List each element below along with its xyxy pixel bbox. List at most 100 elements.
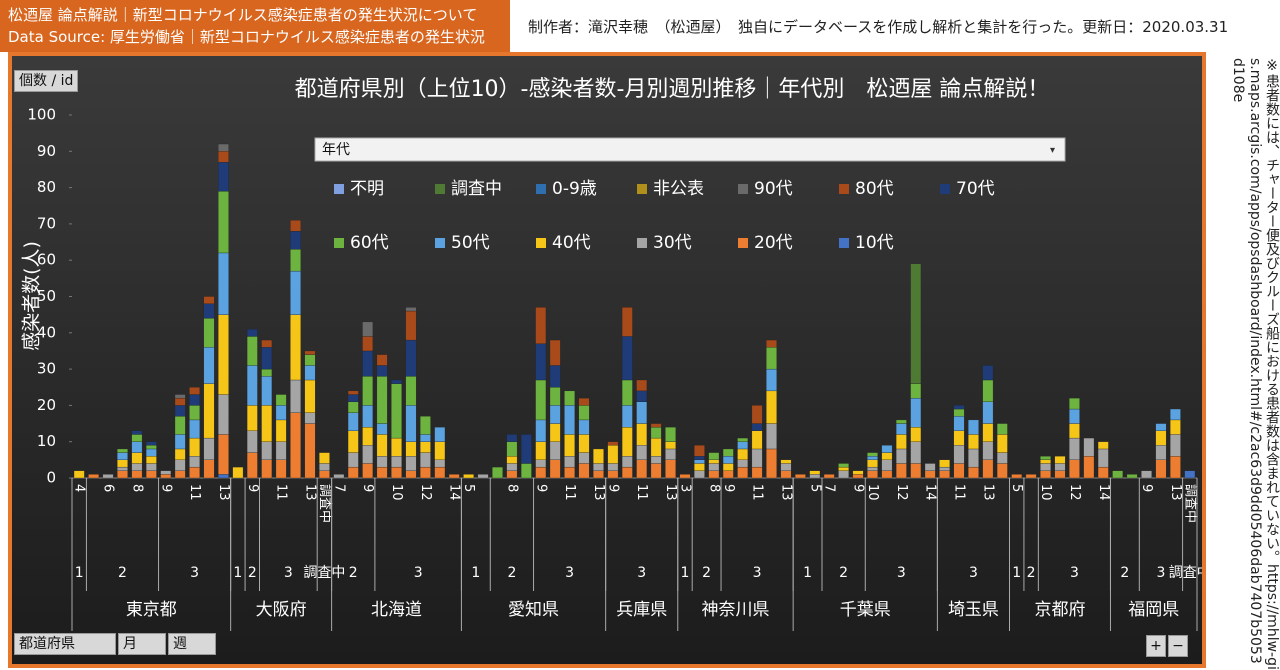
expand-button[interactable]: + — [1146, 635, 1166, 657]
bar-segment — [1083, 437, 1095, 457]
bar-segment — [722, 456, 734, 464]
bar-segment — [145, 445, 157, 450]
legend-label: 90代 — [754, 179, 793, 199]
bar-segment — [838, 470, 849, 479]
value-field-button[interactable]: 個数 / id — [14, 70, 79, 92]
legend-swatch — [435, 184, 445, 194]
bar-segment — [477, 474, 489, 479]
bar-segment — [910, 427, 922, 442]
y-tick-label: 90 — [37, 142, 56, 160]
bar-segment — [607, 445, 619, 464]
month-label: 1 — [1012, 565, 1021, 581]
x-tick-label: 9 — [721, 484, 736, 492]
bar-segment — [722, 448, 734, 457]
x-tick-label: 6 — [101, 484, 116, 492]
row-field-button[interactable]: 週 — [168, 633, 216, 655]
x-tick-label: 13 — [778, 484, 793, 501]
y-tick-label: 30 — [37, 360, 56, 378]
bar-segment — [621, 336, 633, 381]
bar-segment — [290, 412, 301, 479]
bar-segment — [636, 445, 648, 460]
bar-segment — [463, 474, 474, 479]
month-label: 3 — [1070, 565, 1079, 581]
x-tick-label: 5 — [1009, 484, 1024, 492]
bar-segment — [145, 470, 157, 479]
prefecture-label: 千葉県 — [840, 600, 891, 620]
bar-segment — [953, 445, 965, 464]
bar-segment — [1040, 459, 1051, 464]
bar-segment — [492, 466, 503, 479]
y-tick-label: 80 — [37, 178, 56, 196]
bar-segment — [924, 470, 936, 479]
bar-segment — [679, 474, 691, 479]
bar-segment — [1155, 445, 1167, 460]
bar-segment — [607, 463, 619, 471]
bar-segment — [910, 441, 922, 464]
x-tick-label: 13 — [591, 484, 606, 501]
bar-segment — [852, 470, 864, 475]
bar-segment — [391, 456, 402, 468]
bar-segment — [636, 459, 648, 479]
legend-label: 70代 — [956, 179, 995, 199]
series-filter[interactable] — [314, 137, 1066, 162]
bar-segment — [636, 390, 648, 402]
bar-segment — [996, 423, 1008, 435]
bar-segment — [1083, 456, 1095, 479]
month-label: 2 — [507, 565, 516, 581]
bar-segment — [117, 452, 128, 460]
bar-segment — [751, 423, 763, 431]
bar-segment — [766, 423, 777, 450]
bar-segment — [174, 470, 186, 479]
legend-swatch — [334, 184, 344, 194]
month-label: 3 — [753, 565, 762, 581]
bar-segment — [809, 474, 821, 479]
bar-segment — [174, 459, 186, 471]
bar-segment — [420, 452, 431, 468]
month-label: 1 — [75, 565, 84, 581]
row-field-button[interactable]: 月 — [118, 633, 166, 655]
bar-segment — [145, 463, 157, 471]
bar-segment — [218, 474, 229, 479]
bar-segment — [1069, 397, 1080, 410]
bar-segment — [982, 401, 994, 424]
y-tick-label: 40 — [37, 323, 56, 341]
bar-segment — [362, 321, 374, 337]
bar-segment — [189, 466, 200, 479]
bar-segment — [434, 459, 446, 468]
legend-label: 不明 — [350, 179, 384, 199]
bar-segment — [982, 365, 994, 381]
row-field-button[interactable]: 都道府県 — [14, 633, 116, 655]
bar-segment — [549, 459, 561, 479]
bar-segment — [939, 466, 950, 471]
bar-segment — [665, 448, 676, 460]
bar-segment — [535, 343, 547, 381]
bar-segment — [347, 452, 359, 468]
y-tick-label: 70 — [37, 214, 56, 232]
bar-segment — [780, 459, 792, 464]
bar-segment — [1097, 448, 1109, 468]
bar-segment — [737, 441, 749, 450]
bar-segment — [203, 296, 215, 304]
bar-segment — [506, 441, 518, 457]
bar-segment — [607, 470, 619, 479]
bar-segment — [117, 448, 128, 453]
bar-segment — [867, 459, 878, 468]
bar-segment — [982, 379, 994, 402]
bar-segment — [506, 456, 518, 464]
bar-segment — [290, 379, 301, 413]
x-tick-label: 5 — [461, 484, 476, 492]
bar-segment — [290, 220, 301, 232]
x-tick-label: 11 — [274, 484, 289, 501]
bar-segment — [737, 437, 749, 442]
bar-segment — [910, 397, 922, 428]
collapse-button[interactable]: − — [1168, 635, 1188, 657]
bar-segment — [694, 463, 705, 471]
bar-segment — [1184, 470, 1196, 479]
bar-segment — [549, 423, 561, 442]
bar-segment — [636, 401, 648, 424]
prefecture-label: 愛知県 — [508, 600, 559, 620]
x-tick-label: 13 — [302, 484, 317, 501]
note: ※患者数には、チャーター便及びクルーズ船における患者数は含まれていない。http… — [1230, 58, 1280, 670]
x-tick-label: 11 — [634, 484, 649, 501]
bar-segment — [290, 270, 301, 315]
